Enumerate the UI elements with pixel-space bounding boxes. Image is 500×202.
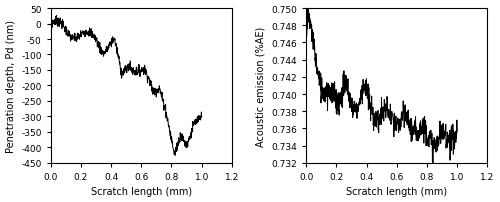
Y-axis label: Penetration depth, Pd (nm): Penetration depth, Pd (nm) [6,20,16,152]
X-axis label: Scratch length (mm): Scratch length (mm) [346,186,448,197]
X-axis label: Scratch length (mm): Scratch length (mm) [90,186,192,197]
Y-axis label: Acoustic emission (%AE): Acoustic emission (%AE) [256,26,266,146]
